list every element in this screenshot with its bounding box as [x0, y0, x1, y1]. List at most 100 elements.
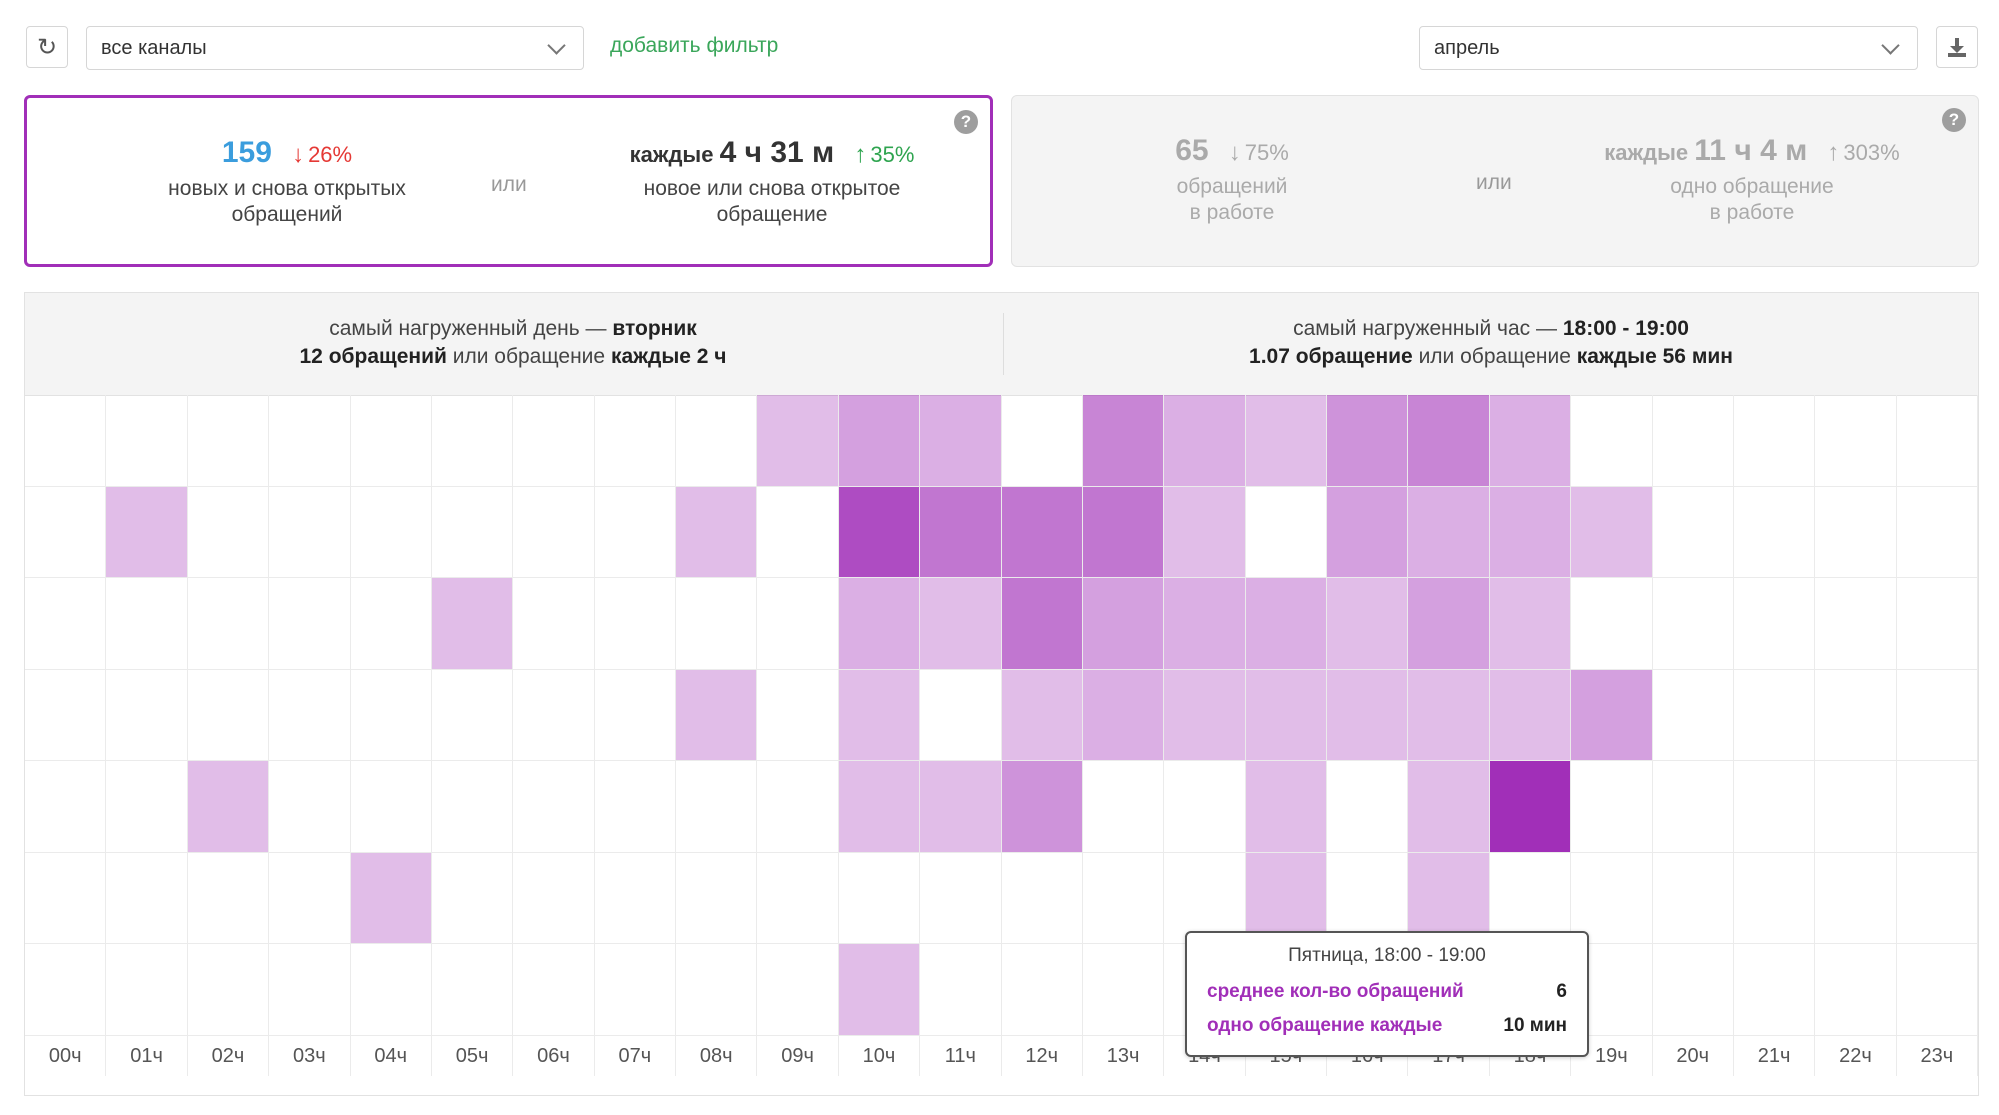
heatmap-cell[interactable] [1571, 761, 1653, 853]
heatmap-cell[interactable] [1815, 395, 1897, 487]
heatmap-cell[interactable] [1327, 761, 1409, 853]
heatmap-cell[interactable] [1001, 578, 1083, 670]
heatmap-cell[interactable] [838, 944, 921, 1036]
heatmap-cell[interactable] [1164, 761, 1246, 853]
heatmap-cell[interactable] [1896, 761, 1978, 853]
heatmap-cell[interactable] [1571, 669, 1653, 761]
heatmap-cell[interactable] [1408, 395, 1490, 487]
heatmap-cell[interactable] [1164, 486, 1246, 578]
heatmap-cell[interactable] [350, 761, 432, 853]
heatmap-cell[interactable] [1815, 852, 1897, 944]
heatmap-cell[interactable] [920, 486, 1002, 578]
heatmap-cell[interactable] [757, 669, 839, 761]
heatmap-cell[interactable] [920, 852, 1002, 944]
heatmap-cell[interactable] [1001, 852, 1083, 944]
heatmap-cell[interactable] [1652, 852, 1734, 944]
heatmap-cell[interactable] [838, 669, 921, 761]
heatmap-cell[interactable] [513, 578, 595, 670]
heatmap-cell[interactable] [269, 669, 351, 761]
heatmap-cell[interactable] [676, 852, 758, 944]
heatmap-cell[interactable] [513, 761, 595, 853]
heatmap-cell[interactable] [1164, 578, 1246, 670]
heatmap-cell[interactable] [1082, 669, 1165, 761]
heatmap-cell[interactable] [350, 669, 432, 761]
heatmap-cell[interactable] [1652, 395, 1734, 487]
heatmap-cell[interactable] [1489, 578, 1572, 670]
heatmap-cell[interactable] [350, 578, 432, 670]
heatmap-cell[interactable] [187, 761, 270, 853]
heatmap-cell[interactable] [1245, 761, 1327, 853]
heatmap-cell[interactable] [838, 395, 921, 487]
heatmap-cell[interactable] [106, 395, 188, 487]
help-icon[interactable]: ? [954, 110, 978, 134]
heatmap-cell[interactable] [594, 578, 676, 670]
heatmap-cell[interactable] [676, 486, 758, 578]
heatmap-cell[interactable] [1571, 944, 1653, 1036]
heatmap-cell[interactable] [1896, 669, 1978, 761]
heatmap-cell[interactable] [187, 578, 270, 670]
heatmap-cell[interactable] [1815, 486, 1897, 578]
heatmap-cell[interactable] [187, 395, 270, 487]
heatmap-cell[interactable] [757, 486, 839, 578]
heatmap-cell[interactable] [25, 852, 107, 944]
heatmap-cell[interactable] [1896, 852, 1978, 944]
heatmap-cell[interactable] [1245, 578, 1327, 670]
heatmap-cell[interactable] [431, 761, 514, 853]
heatmap-cell[interactable] [350, 395, 432, 487]
heatmap-cell[interactable] [269, 578, 351, 670]
heatmap-cell[interactable] [1489, 761, 1572, 853]
heatmap-cell[interactable] [838, 486, 921, 578]
heatmap-cell[interactable] [1001, 669, 1083, 761]
heatmap-cell[interactable] [431, 578, 514, 670]
heatmap-cell[interactable] [1652, 944, 1734, 1036]
heatmap-cell[interactable] [920, 944, 1002, 1036]
heatmap-cell[interactable] [1327, 669, 1409, 761]
heatmap-cell[interactable] [1082, 761, 1165, 853]
heatmap-cell[interactable] [1001, 395, 1083, 487]
heatmap-cell[interactable] [1082, 852, 1165, 944]
heatmap-cell[interactable] [1571, 486, 1653, 578]
heatmap-cell[interactable] [1733, 761, 1816, 853]
period-select[interactable]: апрель [1419, 26, 1918, 70]
heatmap-cell[interactable] [431, 486, 514, 578]
heatmap-cell[interactable] [757, 578, 839, 670]
heatmap-cell[interactable] [431, 395, 514, 487]
heatmap-cell[interactable] [1082, 944, 1165, 1036]
heatmap-cell[interactable] [431, 852, 514, 944]
heatmap-cell[interactable] [1815, 761, 1897, 853]
heatmap-cell[interactable] [1652, 669, 1734, 761]
heatmap-cell[interactable] [269, 761, 351, 853]
heatmap-cell[interactable] [1652, 761, 1734, 853]
heatmap-cell[interactable] [1327, 395, 1409, 487]
heatmap-cell[interactable] [920, 395, 1002, 487]
heatmap-cell[interactable] [757, 944, 839, 1036]
refresh-button[interactable]: ↻ [26, 26, 68, 68]
heatmap-cell[interactable] [187, 486, 270, 578]
heatmap-cell[interactable] [1733, 486, 1816, 578]
heatmap-cell[interactable] [1327, 578, 1409, 670]
heatmap-cell[interactable] [676, 395, 758, 487]
heatmap-cell[interactable] [1733, 669, 1816, 761]
heatmap-cell[interactable] [1489, 486, 1572, 578]
heatmap-cell[interactable] [920, 761, 1002, 853]
heatmap-cell[interactable] [594, 852, 676, 944]
heatmap-cell[interactable] [25, 761, 107, 853]
heatmap-cell[interactable] [1001, 486, 1083, 578]
heatmap-cell[interactable] [513, 944, 595, 1036]
heatmap-cell[interactable] [25, 486, 107, 578]
heatmap-cell[interactable] [757, 852, 839, 944]
heatmap-cell[interactable] [676, 578, 758, 670]
heatmap-cell[interactable] [1327, 486, 1409, 578]
heatmap-cell[interactable] [1408, 669, 1490, 761]
heatmap-cell[interactable] [513, 852, 595, 944]
heatmap-cell[interactable] [757, 761, 839, 853]
heatmap-cell[interactable] [1082, 486, 1165, 578]
heatmap-cell[interactable] [1001, 944, 1083, 1036]
heatmap-cell[interactable] [1408, 578, 1490, 670]
heatmap-cell[interactable] [757, 395, 839, 487]
heatmap-cell[interactable] [513, 669, 595, 761]
heatmap-cell[interactable] [513, 486, 595, 578]
heatmap-cell[interactable] [106, 578, 188, 670]
heatmap-cell[interactable] [920, 669, 1002, 761]
heatmap-cell[interactable] [676, 761, 758, 853]
